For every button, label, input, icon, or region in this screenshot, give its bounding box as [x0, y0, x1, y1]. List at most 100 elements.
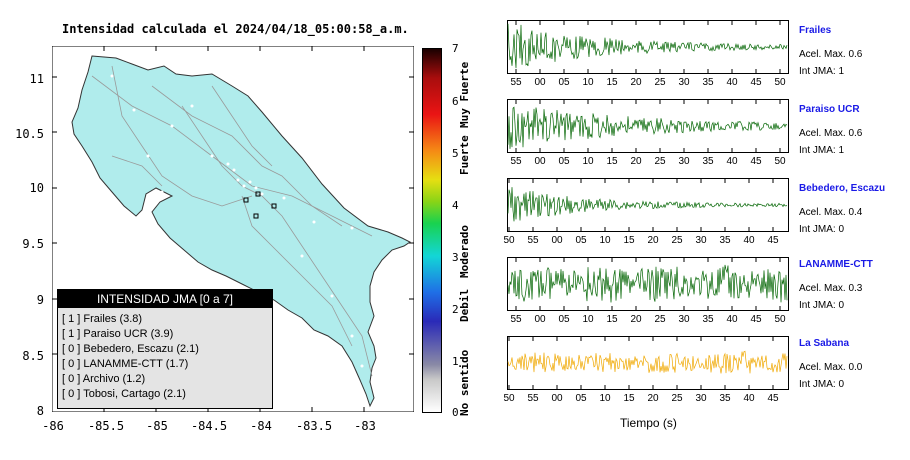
legend-item: [ 0 ] LANAMME-CTT (1.7): [62, 358, 189, 370]
station-name: La Sabana: [799, 338, 850, 349]
waveform: [507, 23, 788, 69]
trace-bebedero: [507, 178, 789, 232]
waveform: [507, 187, 788, 222]
time-tick-label: 55: [510, 156, 522, 167]
time-tick-label: 40: [726, 156, 738, 167]
colorbar-tick: 7: [452, 42, 459, 55]
lat-tick: 9.5: [22, 237, 44, 251]
time-tick-label: 50: [774, 314, 786, 325]
trace-lanamme: [507, 257, 789, 311]
station-name: Frailes: [799, 25, 832, 36]
lon-tick: -86: [42, 419, 64, 433]
land-area: [71, 55, 411, 408]
time-tick-label: 55: [527, 235, 539, 246]
lat-tick: 8.5: [22, 349, 44, 363]
time-tick-label: 50: [503, 235, 515, 246]
time-tick-label: 00: [551, 235, 563, 246]
legend-item: [ 0 ] Archivo (1.2): [62, 373, 146, 385]
lat-tick: 11: [29, 72, 44, 86]
trace-paraiso: [507, 99, 789, 153]
colorbar-tick: 0: [452, 406, 459, 419]
colorbar-label: Fuerte: [458, 135, 471, 175]
trace-frailes: [507, 20, 789, 74]
colorbar-label: Muy Fuerte: [458, 61, 471, 128]
colorbar-label: Moderado: [458, 225, 471, 278]
time-tick-label: 45: [767, 235, 779, 246]
colorbar-tick: 3: [452, 251, 459, 264]
time-tick-label: 00: [551, 393, 563, 404]
trace-frame: [507, 257, 789, 311]
station-accel: Acel. Max. 0.6: [799, 49, 863, 60]
time-tick-label: 05: [558, 314, 570, 325]
lat-tick: 10.5: [15, 127, 44, 141]
time-tick-label: 10: [582, 156, 594, 167]
intensity-colorbar: [422, 48, 442, 413]
time-tick-label: 55: [527, 393, 539, 404]
waveform: [507, 350, 788, 374]
time-tick-label: 50: [774, 156, 786, 167]
lon-tick: -85: [146, 419, 168, 433]
colorbar-tick: 4: [452, 199, 459, 212]
time-tick-label: 10: [599, 235, 611, 246]
time-tick-label: 30: [678, 77, 690, 88]
legend-item: [ 1 ] Frailes (3.8): [62, 313, 143, 325]
time-tick-label: 30: [695, 393, 707, 404]
waveform: [507, 264, 788, 303]
time-tick-label: 35: [702, 314, 714, 325]
lon-tick: -84.5: [190, 419, 228, 433]
station-name: Bebedero, Escazu: [799, 183, 886, 194]
colorbar-label: No sentido: [458, 349, 471, 416]
colorbar-tick: 6: [452, 95, 459, 108]
legend-item: [ 0 ] Bebedero, Escazu (2.1): [62, 343, 199, 355]
station-jma: Int JMA: 1: [799, 66, 845, 77]
time-tick-label: 40: [726, 77, 738, 88]
station-accel: Acel. Max. 0.3: [799, 283, 863, 294]
lon-tick: -83.5: [295, 419, 333, 433]
trace-la-sabana: [507, 336, 789, 390]
lat-tick: 10: [29, 181, 44, 195]
time-tick-label: 45: [750, 156, 762, 167]
time-tick-label: 40: [743, 235, 755, 246]
time-tick-label: 00: [534, 314, 546, 325]
time-tick-label: 45: [750, 77, 762, 88]
colorbar-tick: 5: [452, 147, 459, 160]
station-name: LANAMME-CTT: [799, 259, 873, 270]
time-tick-label: 15: [606, 156, 618, 167]
time-tick-label: 10: [599, 393, 611, 404]
waveform: [507, 106, 788, 149]
lon-tick: -83: [354, 419, 376, 433]
time-tick-label: 45: [767, 393, 779, 404]
time-tick-label: 25: [671, 393, 683, 404]
time-tick-label: 10: [582, 77, 594, 88]
time-tick-label: 00: [534, 156, 546, 167]
time-tick-label: 25: [654, 156, 666, 167]
time-tick-label: 55: [510, 77, 522, 88]
time-tick-label: 45: [750, 314, 762, 325]
station-jma: Int JMA: 0: [799, 379, 845, 390]
colorbar-tick: 2: [452, 303, 459, 316]
time-tick-label: 15: [606, 314, 618, 325]
time-tick-label: 50: [774, 77, 786, 88]
time-tick-label: 10: [582, 314, 594, 325]
station-accel: Acel. Max. 0.6: [799, 128, 863, 139]
time-tick-label: 25: [654, 314, 666, 325]
time-tick-label: 40: [726, 314, 738, 325]
station-jma: Int JMA: 0: [799, 300, 845, 311]
page-title: Intensidad calculada el 2024/04/18_05:00…: [62, 22, 409, 36]
station-accel: Acel. Max. 0.0: [799, 362, 863, 373]
time-tick-label: 40: [743, 393, 755, 404]
time-tick-label: 05: [575, 393, 587, 404]
station-name: Paraiso UCR: [799, 104, 860, 115]
station-accel: Acel. Max. 0.4: [799, 207, 863, 218]
time-tick-label: 30: [678, 156, 690, 167]
time-tick-label: 25: [654, 77, 666, 88]
time-tick-label: 35: [719, 393, 731, 404]
legend-item: [ 0 ] Tobosi, Cartago (2.1): [62, 388, 186, 400]
intensity-legend: INTENSIDAD JMA [0 a 7] [ 1 ] Frailes (3.…: [57, 289, 273, 409]
colorbar-tick: 1: [452, 355, 459, 368]
time-tick-label: 30: [678, 314, 690, 325]
time-tick-label: 20: [647, 393, 659, 404]
trace-frame: [507, 20, 789, 74]
lat-tick: 8: [36, 404, 44, 418]
trace-frame: [507, 99, 789, 153]
